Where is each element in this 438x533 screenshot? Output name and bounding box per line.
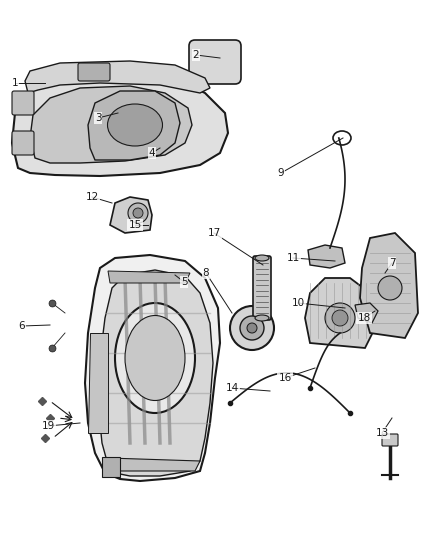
Ellipse shape (255, 255, 269, 261)
Polygon shape (108, 271, 190, 283)
Polygon shape (355, 303, 378, 323)
Text: 8: 8 (203, 268, 209, 278)
Text: 12: 12 (85, 192, 99, 202)
Text: 1: 1 (12, 78, 18, 88)
Text: 17: 17 (207, 228, 221, 238)
Polygon shape (305, 278, 375, 348)
Polygon shape (25, 61, 210, 93)
Circle shape (128, 203, 148, 223)
Ellipse shape (125, 316, 185, 400)
Text: 11: 11 (286, 253, 300, 263)
Polygon shape (88, 91, 180, 160)
Text: 10: 10 (291, 298, 304, 308)
Ellipse shape (255, 315, 269, 321)
Text: 13: 13 (375, 428, 389, 438)
FancyBboxPatch shape (382, 434, 398, 446)
Text: 2: 2 (193, 50, 199, 60)
FancyBboxPatch shape (253, 256, 271, 320)
FancyBboxPatch shape (102, 457, 120, 477)
Circle shape (133, 208, 143, 218)
Circle shape (230, 306, 274, 350)
Polygon shape (88, 333, 108, 433)
Text: 4: 4 (148, 148, 155, 158)
Text: 3: 3 (95, 113, 101, 123)
Polygon shape (85, 255, 220, 481)
Text: 14: 14 (226, 383, 239, 393)
Circle shape (332, 310, 348, 326)
Polygon shape (30, 86, 192, 163)
Circle shape (240, 316, 264, 340)
Polygon shape (308, 245, 345, 268)
Text: 18: 18 (357, 313, 371, 323)
Text: 6: 6 (19, 321, 25, 331)
Polygon shape (12, 65, 228, 176)
Text: 15: 15 (128, 220, 141, 230)
Ellipse shape (115, 303, 195, 413)
Polygon shape (108, 458, 200, 471)
Ellipse shape (107, 104, 162, 146)
FancyBboxPatch shape (189, 40, 241, 84)
Text: 16: 16 (279, 373, 292, 383)
Text: 19: 19 (41, 421, 55, 431)
FancyBboxPatch shape (12, 91, 34, 115)
FancyBboxPatch shape (12, 131, 34, 155)
Circle shape (325, 303, 355, 333)
Polygon shape (360, 233, 418, 338)
Circle shape (247, 323, 257, 333)
Text: 9: 9 (278, 168, 284, 178)
Circle shape (378, 276, 402, 300)
Text: 5: 5 (181, 277, 187, 287)
Text: 7: 7 (389, 258, 396, 268)
FancyBboxPatch shape (78, 63, 110, 81)
Polygon shape (98, 270, 213, 476)
Polygon shape (110, 197, 152, 233)
